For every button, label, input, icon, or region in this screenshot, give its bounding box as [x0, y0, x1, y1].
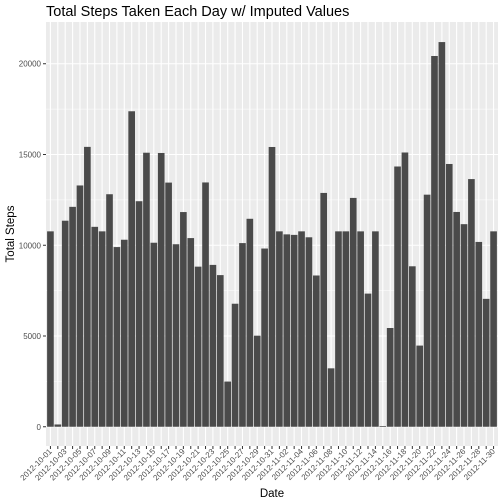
bar — [357, 231, 364, 427]
bar — [61, 220, 69, 427]
bar — [379, 426, 387, 427]
y-axis: 0 5000 10000 15000 20000 — [19, 60, 46, 432]
bar — [482, 298, 490, 427]
bar — [490, 231, 497, 427]
bar — [216, 275, 224, 427]
bar — [342, 231, 350, 427]
bar — [298, 231, 305, 427]
bar — [453, 211, 460, 427]
bar — [120, 239, 128, 427]
y-tick-label: 20000 — [19, 60, 42, 69]
bar — [253, 335, 261, 427]
y-axis-title: Total Steps — [5, 205, 17, 262]
bar — [143, 152, 150, 427]
bar — [180, 212, 187, 427]
bar — [475, 241, 483, 427]
bar — [76, 185, 84, 427]
bar — [364, 293, 372, 427]
bar — [335, 231, 342, 427]
bar — [172, 244, 180, 427]
bar — [187, 238, 195, 427]
bar — [47, 231, 54, 427]
y-tick-label: 15000 — [19, 151, 42, 160]
bar — [268, 146, 276, 427]
chart-title: Total Steps Taken Each Day w/ Imputed Va… — [46, 4, 349, 20]
bar — [320, 192, 328, 427]
bar — [157, 152, 165, 427]
bar — [239, 243, 246, 427]
bar — [150, 242, 158, 427]
bar — [91, 226, 99, 427]
bar — [372, 231, 379, 427]
bar — [165, 182, 172, 427]
x-axis-title: Date — [260, 488, 284, 500]
bar — [401, 152, 409, 427]
bar — [460, 224, 468, 427]
y-tick-label: 0 — [37, 423, 42, 432]
bar — [261, 248, 268, 427]
bar — [128, 111, 135, 427]
bar — [290, 234, 298, 427]
bar — [135, 201, 143, 427]
bar — [224, 381, 232, 427]
bar — [202, 182, 209, 427]
bar — [438, 42, 446, 427]
bar — [305, 237, 313, 427]
bar — [209, 264, 217, 427]
bar — [423, 194, 431, 427]
bar — [431, 55, 438, 427]
y-tick-label: 5000 — [23, 332, 41, 341]
bar — [416, 345, 424, 427]
bar — [113, 247, 121, 427]
bar — [445, 163, 453, 427]
bar — [106, 194, 113, 427]
bar — [409, 266, 416, 427]
bar — [386, 328, 394, 427]
bar — [276, 231, 283, 427]
bar — [84, 146, 91, 427]
bar — [54, 424, 62, 427]
bar — [394, 166, 401, 427]
bar — [312, 275, 320, 427]
bar — [98, 231, 106, 427]
bar — [69, 206, 76, 427]
bar — [231, 303, 239, 427]
bar — [468, 179, 475, 427]
bar — [246, 218, 254, 427]
bar — [194, 266, 202, 427]
bar — [349, 197, 357, 427]
bars — [47, 42, 497, 427]
y-tick-label: 10000 — [19, 241, 42, 250]
bar — [283, 234, 291, 427]
bar — [327, 368, 335, 427]
